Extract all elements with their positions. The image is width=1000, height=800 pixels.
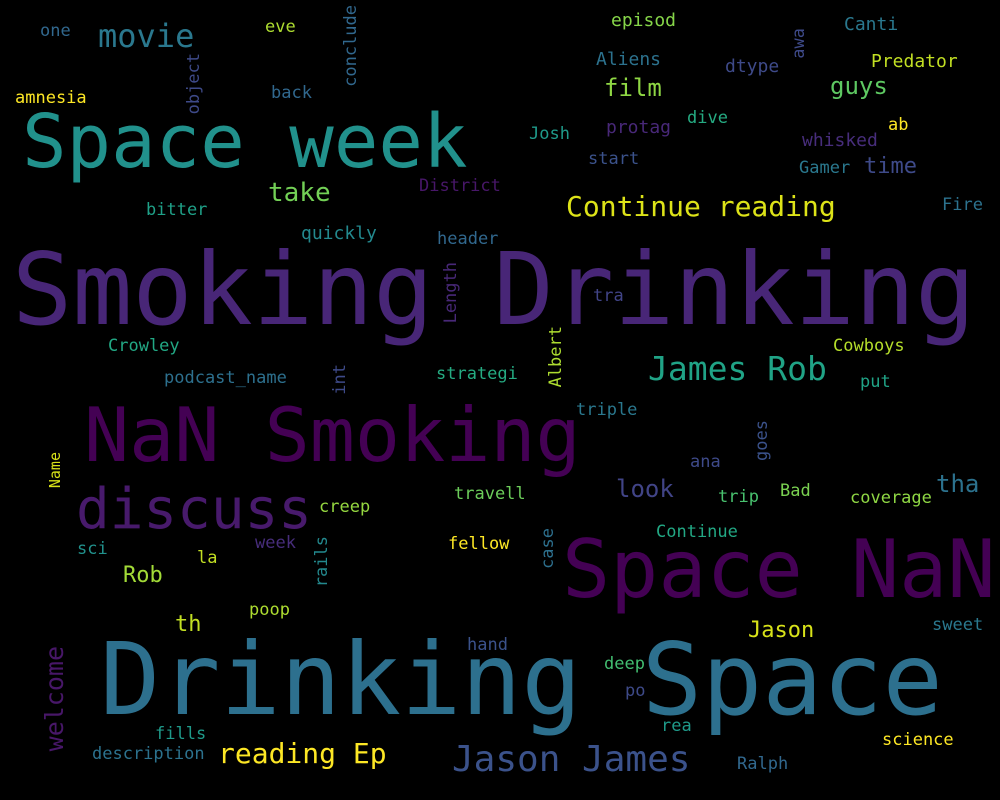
word-quickly: quickly bbox=[301, 223, 377, 244]
word-josh: Josh bbox=[529, 124, 570, 144]
word-travell: travell bbox=[454, 484, 526, 504]
word-object: object bbox=[184, 53, 204, 115]
word-nan-smoking: NaN Smoking bbox=[84, 391, 581, 479]
word-poop: poop bbox=[249, 600, 290, 620]
word-discuss: discuss bbox=[76, 477, 313, 542]
word-time: time bbox=[864, 154, 917, 179]
word-jason-james: Jason James bbox=[452, 739, 691, 780]
word-sweet: sweet bbox=[932, 615, 984, 635]
word-awa: awa bbox=[789, 28, 809, 59]
word-fellow: fellow bbox=[448, 534, 510, 554]
word-gamer: Gamer bbox=[799, 158, 851, 178]
word-science: science bbox=[882, 730, 954, 750]
word-whisked: whisked bbox=[802, 130, 878, 151]
word-header: header bbox=[437, 229, 499, 249]
word-po: po bbox=[625, 681, 646, 701]
word-jason: Jason bbox=[748, 618, 815, 643]
word-look: look bbox=[616, 475, 674, 503]
word-eve: eve bbox=[265, 17, 296, 37]
word-space-week: Space week bbox=[22, 99, 468, 185]
word-rob: Rob bbox=[123, 563, 163, 588]
word-bad: Bad bbox=[780, 481, 811, 501]
word-conclude: conclude bbox=[341, 5, 361, 87]
word-fills: fills bbox=[155, 724, 207, 744]
word-amnesia: amnesia bbox=[15, 88, 87, 108]
word-strategi: strategi bbox=[436, 364, 518, 384]
word-film: film bbox=[604, 74, 662, 102]
word-movie: movie bbox=[98, 17, 195, 55]
word-fire: Fire bbox=[942, 195, 983, 215]
word-case: case bbox=[538, 528, 558, 569]
word-crowley: Crowley bbox=[108, 336, 180, 356]
word-cowboys: Cowboys bbox=[833, 336, 905, 356]
word-trip: trip bbox=[718, 487, 759, 507]
word-space-nan: Space NaN bbox=[562, 523, 996, 616]
word-rea: rea bbox=[661, 716, 692, 736]
word-put: put bbox=[860, 372, 891, 392]
word-int: int bbox=[330, 364, 350, 395]
word-week: week bbox=[255, 533, 296, 553]
word-tha: tha bbox=[936, 470, 980, 498]
word-la: la bbox=[197, 548, 218, 568]
word-dtype: dtype bbox=[725, 56, 780, 77]
word-th: th bbox=[175, 612, 202, 637]
word-description: description bbox=[92, 744, 205, 764]
word-aliens: Aliens bbox=[596, 49, 662, 70]
word-one: one bbox=[40, 21, 71, 41]
word-tra: tra bbox=[593, 286, 624, 306]
word-deep: deep bbox=[604, 654, 645, 674]
word-continue: Continue bbox=[656, 522, 738, 542]
word-episod: episod bbox=[611, 10, 677, 31]
word-reading-ep: reading Ep bbox=[218, 737, 387, 770]
word-predator: Predator bbox=[871, 51, 958, 72]
word-protag: protag bbox=[606, 117, 672, 138]
word-length: Length bbox=[441, 262, 461, 324]
word-name: Name bbox=[46, 452, 64, 489]
word-guys: guys bbox=[830, 72, 888, 100]
word-canti: Canti bbox=[844, 14, 899, 35]
word-bitter: bitter bbox=[146, 200, 208, 220]
word-welcome: welcome bbox=[40, 646, 69, 752]
word-start: start bbox=[588, 149, 640, 169]
word-back: back bbox=[271, 83, 312, 103]
word-ab: ab bbox=[888, 115, 909, 135]
word-dive: dive bbox=[687, 108, 728, 128]
word-ralph: Ralph bbox=[737, 754, 789, 774]
word-continue-reading: Continue reading bbox=[566, 190, 836, 223]
word-james-rob: James Rob bbox=[648, 349, 827, 388]
word-district: District bbox=[419, 176, 501, 196]
word-sci: sci bbox=[77, 539, 108, 559]
word-hand: hand bbox=[467, 635, 508, 655]
word-take: take bbox=[268, 178, 331, 208]
word-podcast-name: podcast_name bbox=[164, 368, 287, 388]
word-goes: goes bbox=[752, 420, 772, 461]
word-drinking-space: Drinking Space bbox=[100, 621, 943, 738]
word-creep: creep bbox=[319, 497, 371, 517]
word-triple: triple bbox=[576, 400, 638, 420]
word-rails: rails bbox=[312, 536, 332, 588]
word-smoking-drinking: Smoking Drinking bbox=[12, 231, 976, 348]
word-albert: Albert bbox=[546, 326, 566, 388]
word-ana: ana bbox=[690, 452, 721, 472]
word-coverage: coverage bbox=[850, 488, 932, 508]
